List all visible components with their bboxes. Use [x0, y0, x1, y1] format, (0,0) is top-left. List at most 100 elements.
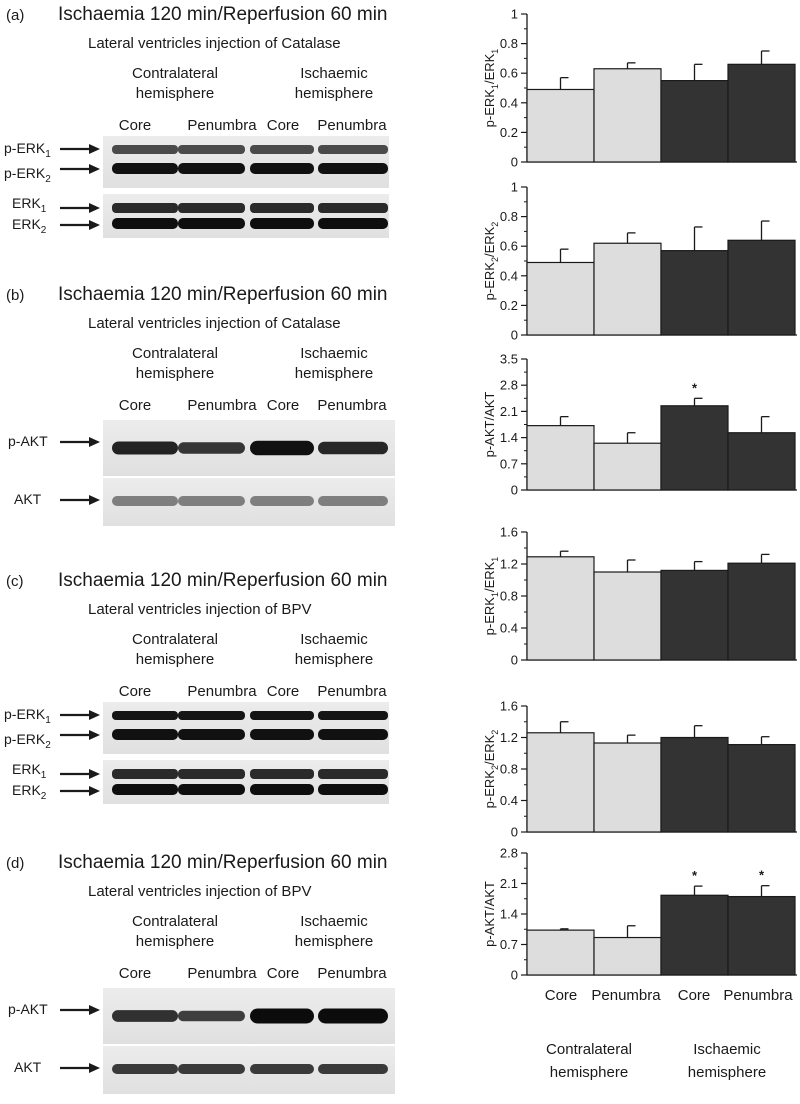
band-label: ERK1 — [12, 761, 47, 781]
group-label-contralateral: Contralateral — [132, 65, 218, 82]
arrow-icon — [60, 1005, 100, 1015]
injection-label: Lateral ventricles injection of BPV — [88, 601, 311, 618]
band — [178, 203, 245, 213]
y-tick-label: 0.8 — [500, 589, 518, 604]
band — [178, 784, 245, 795]
arrow-icon — [60, 730, 100, 740]
y-tick-label: 0 — [511, 825, 518, 840]
bar — [660, 250, 729, 336]
band — [112, 203, 178, 213]
band — [318, 441, 388, 455]
band — [178, 163, 245, 174]
injection-label: Lateral ventricles injection of Catalase — [88, 315, 341, 332]
band-label: p-ERK2 — [4, 731, 51, 751]
arrow-icon — [60, 710, 100, 720]
band — [250, 440, 314, 456]
x-tick-label: Core — [545, 987, 578, 1004]
y-tick-label: 1.6 — [500, 525, 518, 540]
band — [112, 163, 178, 174]
group-label-ischaemic: Ischaemic — [300, 345, 368, 362]
bar — [526, 261, 595, 336]
y-axis-label: p-AKT/AKT — [482, 881, 497, 947]
lane-label: Core — [119, 965, 152, 982]
band — [178, 145, 245, 154]
band — [250, 784, 314, 795]
y-tick-label: 0 — [511, 653, 518, 668]
bar — [660, 569, 729, 661]
arrow-icon — [60, 769, 100, 779]
bar — [727, 743, 796, 833]
y-tick-label: 0.2 — [500, 125, 518, 140]
panel-title: Ischaemia 120 min/Reperfusion 60 min — [58, 284, 388, 305]
y-tick-label: 0.4 — [500, 793, 518, 808]
group-label-ischaemic: Ischaemic — [300, 65, 368, 82]
band-label: ERK2 — [12, 216, 47, 236]
band-label: p-AKT — [8, 433, 48, 449]
western-blot-panels: (a) Ischaemia 120 min/Reperfusion 60 min L… — [4, 4, 395, 1094]
bar — [593, 571, 662, 661]
y-tick-label: 1 — [511, 180, 518, 195]
lane-label: Penumbra — [187, 397, 257, 414]
blot-image — [103, 760, 389, 804]
band-label: ERK1 — [12, 195, 47, 215]
band — [178, 218, 245, 229]
group-label-ischaemic: hemisphere — [688, 1064, 766, 1081]
band — [318, 496, 388, 506]
group-label-contralateral: hemisphere — [136, 651, 214, 668]
bar — [727, 895, 796, 976]
blot-image — [103, 478, 395, 526]
y-tick-label: 2.1 — [500, 876, 518, 891]
x-axis-labels: Core Penumbra Core Penumbra Contralateral hem… — [545, 987, 794, 1081]
band — [250, 218, 314, 229]
x-tick-label: Penumbra — [591, 987, 661, 1004]
group-label-ischaemic: hemisphere — [295, 85, 373, 102]
y-tick-label: 1.6 — [500, 699, 518, 714]
panel-title: Ischaemia 120 min/Reperfusion 60 min — [58, 4, 388, 25]
y-axis-label: p-ERK1/ERK1 — [482, 49, 500, 128]
bar — [660, 79, 729, 163]
band — [250, 496, 314, 506]
band — [318, 145, 388, 154]
lane-label: Penumbra — [317, 117, 387, 134]
lane-label: Core — [267, 683, 300, 700]
injection-label: Lateral ventricles injection of Catalase — [88, 35, 341, 52]
group-label-ischaemic: hemisphere — [295, 365, 373, 382]
band — [318, 218, 388, 229]
bar — [526, 425, 595, 491]
blot-image — [103, 136, 389, 188]
group-label-ischaemic: Ischaemic — [300, 631, 368, 648]
lane-label: Penumbra — [187, 117, 257, 134]
group-label-contralateral: Contralateral — [546, 1041, 632, 1058]
group-label-ischaemic: hemisphere — [295, 933, 373, 950]
lane-label: Penumbra — [317, 965, 387, 982]
y-tick-label: 0.4 — [500, 621, 518, 636]
panel-letter: (b) — [6, 287, 24, 304]
panel-c: (c) Ischaemia 120 min/Reperfusion 60 min L… — [4, 570, 389, 804]
blot-image — [103, 702, 389, 754]
chart-5: 0 0.4 0.8 1.2 1.6 p-ERK2/ERK2 — [482, 699, 797, 840]
y-tick-label: 1 — [511, 7, 518, 22]
y-axis-label: p-ERK2/ERK2 — [482, 730, 500, 809]
bar — [593, 742, 662, 833]
band-label: p-ERK2 — [4, 165, 51, 185]
band — [112, 441, 178, 455]
band — [318, 784, 388, 795]
significance-star: * — [692, 380, 698, 395]
chart-6: 0 0.7 1.4 2.1 2.8 p-AKT/AKT * * — [482, 846, 797, 983]
band-label: AKT — [14, 1059, 42, 1075]
x-tick-label: Core — [678, 987, 711, 1004]
band — [112, 496, 178, 506]
y-tick-label: 0.4 — [500, 95, 518, 110]
chart-1: 0 0.2 0.4 0.6 0.8 1 p-ERK1/ERK1 — [482, 7, 797, 170]
band-label: AKT — [14, 491, 42, 507]
panel-letter: (d) — [6, 855, 24, 872]
bar — [593, 442, 662, 491]
band — [112, 769, 178, 779]
y-tick-label: 2.8 — [500, 378, 518, 393]
bar — [727, 562, 796, 661]
y-tick-label: 2.1 — [500, 404, 518, 419]
lane-label: Core — [119, 683, 152, 700]
y-tick-label: 0.7 — [500, 937, 518, 952]
y-tick-label: 0.4 — [500, 268, 518, 283]
arrow-icon — [60, 1063, 100, 1073]
